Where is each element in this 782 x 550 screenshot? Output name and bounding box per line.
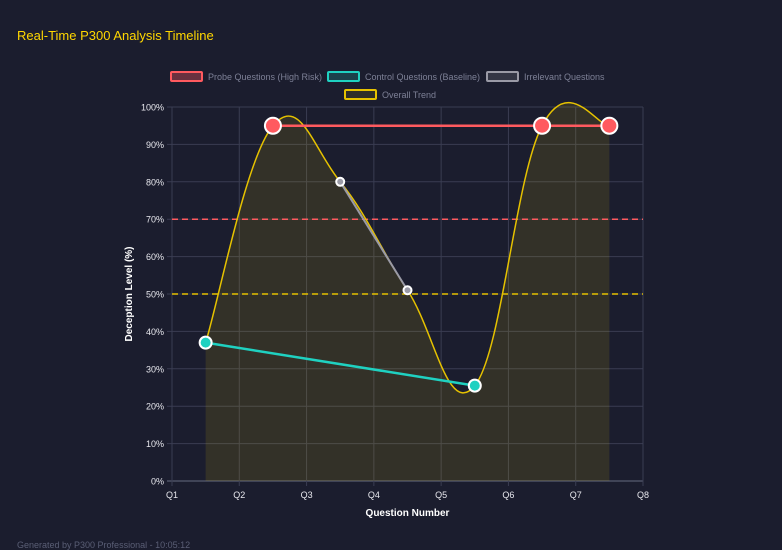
data-point (600, 116, 619, 135)
x-tick-label: Q8 (637, 490, 649, 500)
legend-label: Overall Trend (382, 90, 436, 100)
data-point (402, 285, 413, 296)
page-title: Real-Time P300 Analysis Timeline (17, 28, 214, 43)
x-tick-label: Q7 (570, 490, 582, 500)
y-tick-label: 60% (146, 252, 164, 262)
trend-line (204, 101, 610, 394)
x-axis-title: Question Number (366, 508, 450, 519)
legend-swatch (327, 71, 360, 82)
legend-label: Control Questions (Baseline) (365, 72, 480, 82)
data-point (263, 116, 282, 135)
data-point (467, 378, 482, 393)
x-tick-label: Q3 (301, 490, 313, 500)
y-tick-label: 80% (146, 177, 164, 187)
y-tick-label: 90% (146, 140, 164, 150)
data-point (198, 335, 213, 350)
y-tick-label: 40% (146, 327, 164, 337)
x-tick-label: Q6 (502, 490, 514, 500)
footer-text: Generated by P300 Professional - 10:05:1… (17, 540, 191, 550)
legend-swatch (170, 71, 203, 82)
y-tick-label: 100% (141, 103, 164, 113)
y-tick-label: 20% (146, 402, 164, 412)
y-axis-title: Deception Level (%) (124, 246, 135, 341)
legend-label: Probe Questions (High Risk) (208, 72, 322, 82)
x-tick-label: Q4 (368, 490, 380, 500)
y-tick-label: 70% (146, 215, 164, 225)
x-tick-label: Q2 (233, 490, 245, 500)
legend-label: Irrelevant Questions (524, 72, 605, 82)
data-point (533, 116, 552, 135)
x-tick-label: Q5 (435, 490, 447, 500)
series-line-1 (205, 341, 475, 387)
y-tick-label: 30% (146, 364, 164, 374)
legend-swatch (344, 89, 377, 100)
x-tick-label: Q1 (166, 490, 178, 500)
y-tick-label: 50% (146, 290, 164, 300)
y-tick-label: 0% (151, 477, 164, 487)
series-line-2 (339, 181, 409, 291)
data-point (335, 176, 346, 187)
y-tick-label: 10% (146, 439, 164, 449)
legend-swatch (486, 71, 519, 82)
